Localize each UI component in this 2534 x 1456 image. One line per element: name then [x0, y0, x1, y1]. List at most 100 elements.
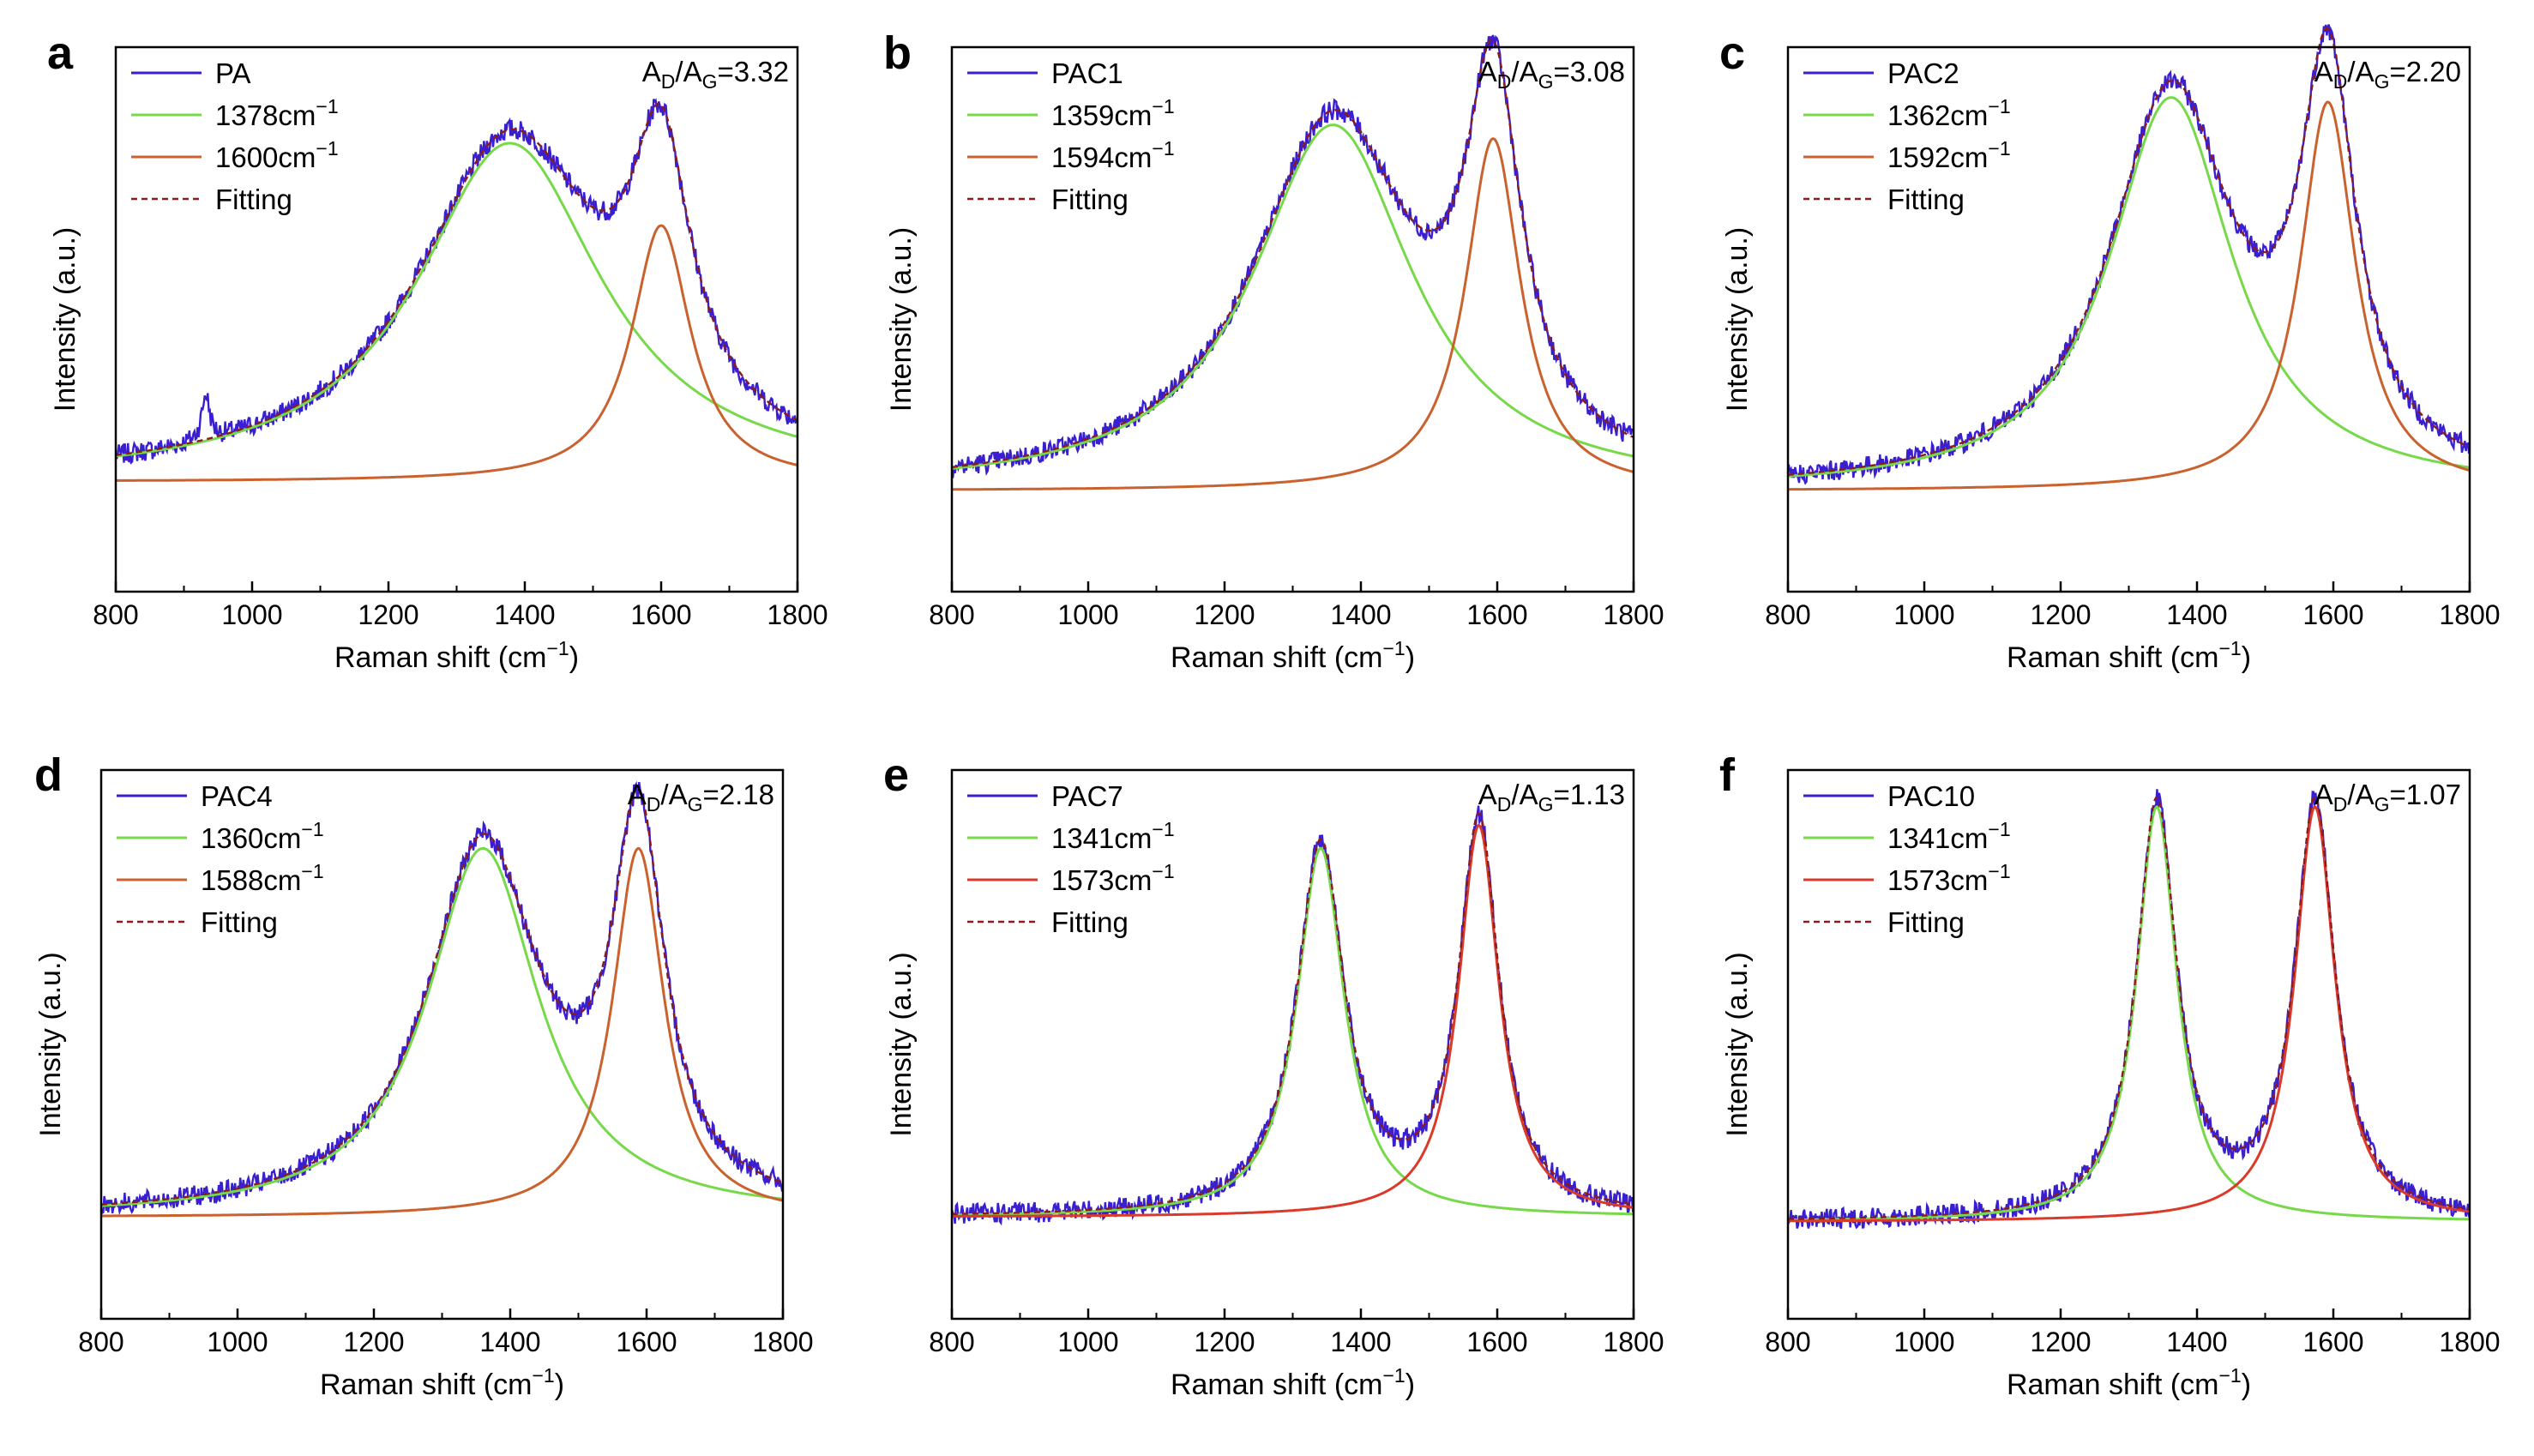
- legend-label-G-b: 1594cm−1: [1051, 137, 1175, 173]
- x-tick-label-c-1000: 1000: [1893, 599, 1954, 630]
- x-axis-label-e: Raman shift (cm−1): [1171, 1364, 1415, 1401]
- legend-label-D-f: 1341cm−1: [1887, 818, 2011, 854]
- x-tick-label-c-800: 800: [1765, 599, 1810, 630]
- ratio-ad-ag-e: AD/AG=1.13: [1478, 779, 1625, 815]
- x-tick-label-a-1000: 1000: [221, 599, 282, 630]
- ratio-ad-ag-d: AD/AG=2.18: [628, 779, 774, 815]
- y-axis-label-a: Intensity (a.u.): [49, 227, 81, 412]
- x-tick-label-c-1800: 1800: [2439, 599, 2500, 630]
- legend-label-D-a: 1378cm−1: [215, 95, 339, 131]
- legend-label-G-a: 1600cm−1: [215, 137, 339, 173]
- series-g-band-f: [1788, 805, 2470, 1223]
- series-fitting-a: [115, 102, 798, 456]
- series-fitting-c: [1787, 27, 2470, 476]
- x-tick-label-d-1400: 1400: [479, 1327, 540, 1357]
- series-g-band-b: [952, 137, 1634, 491]
- legend-a: PA 1378cm−1 1600cm−1 Fitting: [131, 57, 339, 215]
- ratio-ad-ag-c: AD/AG=2.20: [2314, 56, 2461, 93]
- legend-b: PAC1 1359cm−1 1594cm−1 Fitting: [967, 57, 1175, 215]
- series-fitting-b: [951, 38, 1634, 468]
- series-g-band-a: [116, 224, 798, 482]
- x-axis-label-a: Raman shift (cm−1): [334, 637, 579, 674]
- panel-a: 800 1000 1200 1400 1600 1800 Raman shift (cm−1…: [47, 27, 828, 674]
- x-tick-label-c-1200: 1200: [2030, 599, 2091, 630]
- legend-label-fit-b: Fitting: [1051, 184, 1129, 215]
- series-d-band-b: [951, 123, 1634, 470]
- series-g-band-e: [952, 823, 1634, 1218]
- legend-label-raw-b: PAC1: [1051, 57, 1123, 89]
- x-tick-label-a-1200: 1200: [358, 599, 418, 630]
- legend-label-G-e: 1573cm−1: [1051, 860, 1175, 896]
- panel-e: 800 1000 1200 1400 1600 1800 Raman shift (cm−1…: [883, 749, 1664, 1401]
- panel-letter-a: a: [47, 27, 74, 79]
- x-tick-label-f-1200: 1200: [2030, 1327, 2091, 1357]
- y-axis-label-d: Intensity (a.u.): [34, 952, 67, 1136]
- y-axis-label-b: Intensity (a.u.): [885, 227, 918, 412]
- panel-b: 800 1000 1200 1400 1600 1800 Raman shift (cm−1…: [883, 27, 1664, 674]
- series-d-band-c: [1787, 96, 2470, 478]
- legend-f: PAC10 1341cm−1 1573cm−1 Fitting: [1803, 780, 2011, 938]
- x-tick-label-c-1600: 1600: [2302, 599, 2363, 630]
- series-raw-c: [1787, 24, 2471, 485]
- x-tick-label-b-1000: 1000: [1057, 599, 1118, 630]
- panel-letter-d: d: [34, 749, 63, 801]
- panel-f: 800 1000 1200 1400 1600 1800 Raman shift (cm−1…: [1719, 749, 2501, 1401]
- x-axis-label-d: Raman shift (cm−1): [320, 1364, 564, 1401]
- legend-label-G-f: 1573cm−1: [1887, 860, 2011, 896]
- legend-label-raw-e: PAC7: [1051, 780, 1123, 812]
- x-tick-label-d-1600: 1600: [616, 1327, 677, 1357]
- legend-label-raw-a: PA: [215, 57, 251, 89]
- legend-label-G-c: 1592cm−1: [1887, 137, 2011, 173]
- x-axis-label-b: Raman shift (cm−1): [1171, 637, 1415, 674]
- x-axis-label-c: Raman shift (cm−1): [2007, 637, 2251, 674]
- ratio-ad-ag-a: AD/AG=3.32: [642, 56, 789, 93]
- x-tick-label-a-800: 800: [93, 599, 138, 630]
- legend-e: PAC7 1341cm−1 1573cm−1 Fitting: [967, 780, 1175, 938]
- series-d-band-d: [100, 846, 783, 1207]
- panel-letter-e: e: [883, 749, 909, 801]
- x-tick-label-f-1400: 1400: [2166, 1327, 2227, 1357]
- panel-c: 800 1000 1200 1400 1600 1800 Raman shift (cm−1…: [1719, 24, 2501, 674]
- ratio-ad-ag-f: AD/AG=1.07: [2314, 779, 2461, 815]
- legend-label-raw-d: PAC4: [201, 780, 273, 812]
- series-fitting-d: [100, 787, 783, 1206]
- panel-letter-b: b: [883, 27, 912, 79]
- panel-letter-f: f: [1719, 749, 1736, 801]
- series-fitting-e: [952, 812, 1634, 1215]
- series-d-band-a: [115, 141, 798, 458]
- legend-label-fit-d: Fitting: [201, 906, 278, 938]
- x-tick-label-d-1800: 1800: [752, 1327, 813, 1357]
- y-axis-label-f: Intensity (a.u.): [1721, 952, 1754, 1136]
- x-tick-label-d-800: 800: [78, 1327, 123, 1357]
- x-tick-label-f-1600: 1600: [2302, 1327, 2363, 1357]
- series-raw-b: [951, 34, 1634, 478]
- legend-label-D-e: 1341cm−1: [1051, 818, 1175, 854]
- x-tick-label-e-1600: 1600: [1466, 1327, 1527, 1357]
- series-g-band-c: [1788, 100, 2470, 491]
- x-tick-label-e-1000: 1000: [1057, 1327, 1118, 1357]
- legend-label-fit-e: Fitting: [1051, 906, 1129, 938]
- x-tick-label-e-1200: 1200: [1194, 1327, 1255, 1357]
- legend-label-raw-f: PAC10: [1887, 780, 1975, 812]
- x-tick-label-a-1600: 1600: [630, 599, 691, 630]
- x-tick-label-c-1400: 1400: [2166, 599, 2227, 630]
- x-tick-label-b-1400: 1400: [1330, 599, 1391, 630]
- x-tick-label-e-1400: 1400: [1330, 1327, 1391, 1357]
- x-tick-label-b-1800: 1800: [1603, 599, 1664, 630]
- y-axis-label-e: Intensity (a.u.): [885, 952, 918, 1136]
- legend-label-fit-a: Fitting: [215, 184, 292, 215]
- panel-d: 800 1000 1200 1400 1600 1800 Raman shift (cm−1…: [34, 749, 814, 1401]
- legend-c: PAC2 1362cm−1 1592cm−1 Fitting: [1803, 57, 2011, 215]
- legend-d: PAC4 1360cm−1 1588cm−1 Fitting: [117, 780, 324, 938]
- x-axis-label-f: Raman shift (cm−1): [2007, 1364, 2251, 1401]
- x-tick-label-a-1400: 1400: [494, 599, 555, 630]
- x-tick-label-d-1200: 1200: [343, 1327, 404, 1357]
- x-tick-label-a-1800: 1800: [767, 599, 828, 630]
- legend-label-raw-c: PAC2: [1887, 57, 1959, 89]
- x-tick-label-b-1200: 1200: [1194, 599, 1255, 630]
- ratio-ad-ag-b: AD/AG=3.08: [1478, 56, 1625, 93]
- legend-label-G-d: 1588cm−1: [201, 860, 324, 896]
- legend-label-fit-f: Fitting: [1887, 906, 1965, 938]
- x-tick-label-b-800: 800: [929, 599, 974, 630]
